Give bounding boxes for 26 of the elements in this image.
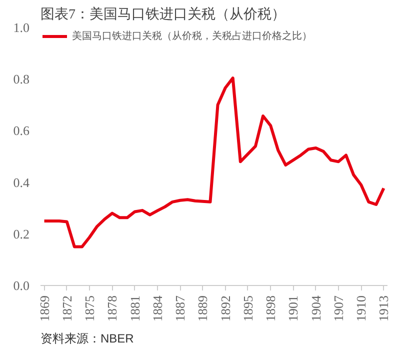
- x-tick-label: 1910: [354, 296, 369, 322]
- x-tick-label: 1881: [127, 296, 142, 322]
- y-tick-label: 1.0: [13, 20, 30, 35]
- x-tick-label: 1884: [150, 295, 165, 322]
- x-tick-label: 1878: [104, 296, 120, 322]
- text: 资料来源：NBER: [40, 332, 134, 346]
- y-tick-label: 0.6: [13, 123, 30, 138]
- x-tick-label: 1872: [59, 296, 74, 322]
- x-tick-label: 1913: [376, 296, 392, 322]
- x-tick-label: 1904: [308, 295, 324, 322]
- x-tick-label: 1869: [36, 296, 52, 322]
- x-tick-label: 1892: [218, 296, 233, 322]
- x-tick-label: 1895: [240, 296, 256, 322]
- chart-title: 图表7：美国马口铁进口关税（从价税）: [40, 6, 286, 22]
- legend-label: 美国马口铁进口关税（从价税，关税占进口价格之比）: [72, 30, 312, 43]
- x-tick-label: 1889: [195, 296, 210, 322]
- x-tick-label: 1887: [172, 295, 188, 322]
- x-tick-label: 1907: [330, 295, 346, 322]
- y-tick-label: 0.8: [13, 72, 30, 87]
- y-tick-label: 0.0: [13, 278, 30, 293]
- y-tick-label: 0.2: [13, 226, 30, 242]
- y-tick-label: 0.4: [13, 174, 30, 190]
- x-tick-label: 1875: [82, 296, 98, 322]
- x-tick-label: 1898: [263, 296, 278, 322]
- x-tick-label: 1901: [286, 296, 301, 322]
- line-series: [42, 76, 386, 248]
